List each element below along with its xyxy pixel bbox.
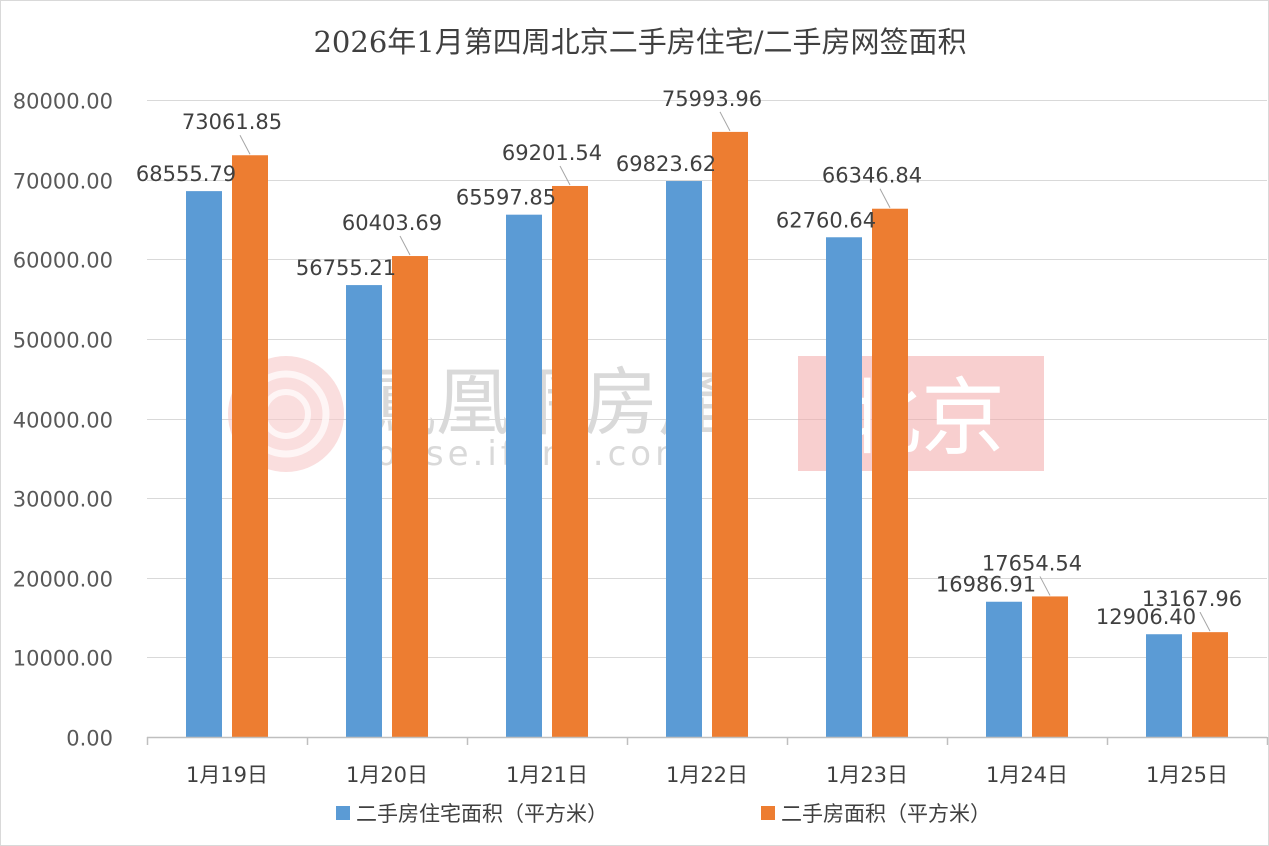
data-label: 65597.85 (456, 186, 556, 210)
bar-total (392, 256, 428, 737)
data-label: 12906.40 (1096, 605, 1196, 629)
y-axis-ticks: 0.00 10000.00 20000.00 30000.00 40000.00 5000… (13, 90, 113, 751)
y-tick-label: 50000.00 (13, 329, 113, 353)
legend-label-residential: 二手房住宅面积（平方米） (356, 802, 608, 826)
data-label: 16986.91 (936, 573, 1036, 597)
bar-total (1192, 632, 1228, 737)
x-tick-label: 1月22日 (666, 763, 748, 787)
x-tick-label: 1月21日 (506, 763, 588, 787)
data-label: 62760.64 (776, 208, 876, 232)
data-label: 68555.79 (136, 162, 236, 186)
y-tick-label: 0.00 (66, 727, 113, 751)
y-tick-label: 80000.00 (13, 90, 113, 114)
leader-line (239, 135, 251, 155)
legend: 二手房住宅面积（平方米） 二手房面积（平方米） (336, 802, 991, 826)
legend-label-total: 二手房面积（平方米） (781, 802, 991, 826)
data-label: 17654.54 (982, 551, 1082, 575)
data-label: 75993.96 (662, 87, 762, 111)
data-label: 60403.69 (342, 211, 442, 235)
leader-line (399, 235, 411, 256)
legend-swatch-total (761, 806, 775, 820)
x-tick-label: 1月23日 (826, 763, 908, 787)
data-label: 66346.84 (822, 164, 922, 188)
x-tick-label: 1月19日 (186, 763, 268, 787)
y-tick-label: 70000.00 (13, 170, 113, 194)
data-label: 69201.54 (502, 141, 602, 165)
y-tick-label: 10000.00 (13, 647, 113, 671)
leader-line (879, 188, 891, 208)
bar-total (712, 131, 748, 738)
leader-line (1199, 611, 1211, 632)
x-axis-labels: 1月19日 1月20日 1月21日 1月22日 1月23日 1月24日 1月25日 (186, 763, 1228, 787)
bar-residential (186, 191, 222, 738)
y-tick-label: 40000.00 (13, 409, 113, 433)
y-tick-label: 30000.00 (13, 488, 113, 512)
x-tick-label: 1月25日 (1146, 763, 1228, 787)
data-label: 56755.21 (296, 256, 396, 280)
bar-residential (1146, 634, 1182, 737)
bar-residential (346, 285, 382, 737)
leader-line (559, 165, 571, 186)
y-tick-label: 20000.00 (13, 568, 113, 592)
data-label: 69823.62 (616, 152, 716, 176)
bar-total (232, 155, 268, 738)
bar-residential (506, 214, 542, 737)
watermark-city: 北京 (837, 369, 1005, 467)
leader-line (719, 111, 731, 132)
x-tick-label: 1月24日 (986, 763, 1068, 787)
bar-residential (826, 237, 862, 737)
data-label: 73061.85 (182, 110, 282, 134)
leader-line (1039, 576, 1051, 596)
bar-total (872, 208, 908, 738)
leader-lines (239, 111, 1211, 632)
data-label: 13167.96 (1142, 587, 1242, 611)
x-tick-label: 1月20日 (346, 763, 428, 787)
bar-total (1032, 596, 1068, 737)
x-axis-ticks (146, 737, 1269, 745)
legend-swatch-residential (336, 806, 350, 820)
bars (186, 131, 1228, 738)
chart-title: 2026年1月第四周北京二手房住宅/二手房网签面积 (313, 25, 966, 59)
data-labels: 68555.79 56755.21 65597.85 69823.62 62760.64… (136, 87, 1242, 629)
bar-residential (986, 601, 1022, 737)
y-tick-label: 60000.00 (13, 249, 113, 273)
bar-residential (666, 181, 702, 737)
bar-total (552, 185, 588, 738)
